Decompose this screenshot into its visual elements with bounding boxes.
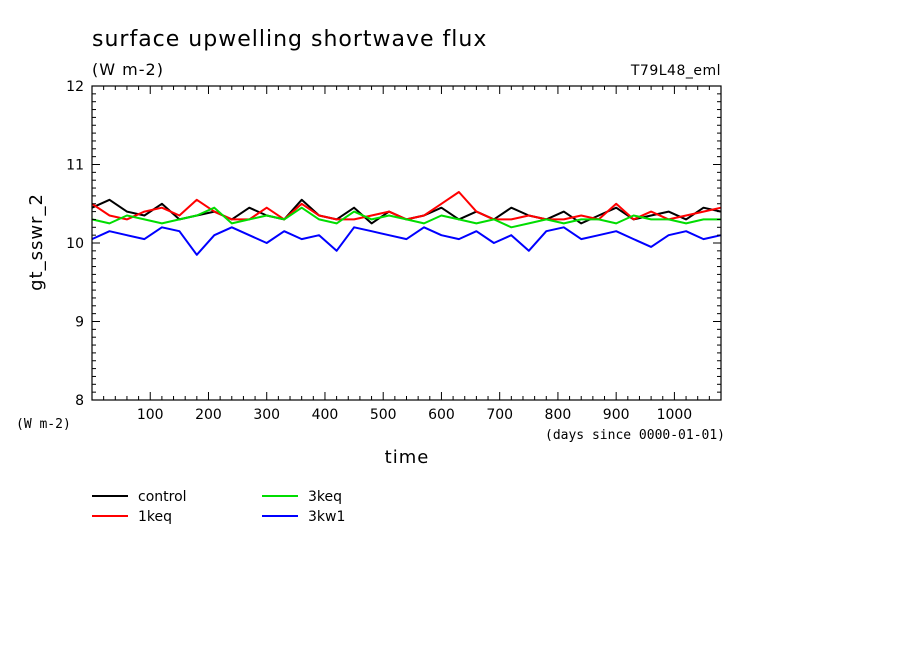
series-line-3kw1	[91, 226, 722, 256]
x-tick-label: 700	[486, 407, 513, 423]
x-tick-label: 900	[603, 407, 630, 423]
tick-labels: 100 200 300 400 500 600 700 800 900 1000 8 9 10 11 12	[66, 79, 692, 423]
chart-subtitle: (W m-2)	[92, 60, 164, 79]
legend-item-control: control	[92, 489, 187, 505]
x-tick-label: 100	[137, 407, 164, 423]
y-tick-label: 9	[75, 315, 84, 331]
x-axis-label: time	[385, 447, 430, 468]
legend-item-1keq: 1keq	[92, 509, 172, 525]
legend-item-3keq: 3keq	[262, 489, 342, 505]
x-axis-unit: (days since 0000-01-01)	[545, 428, 725, 443]
plot-frame	[91, 85, 722, 401]
x-tick-label: 1000	[657, 407, 693, 423]
legend-label: control	[138, 489, 187, 505]
x-tick-label: 800	[545, 407, 572, 423]
legend-label: 1keq	[138, 509, 172, 525]
axes	[91, 85, 722, 401]
y-axis-unit: (W m-2)	[16, 417, 71, 432]
chart-title: surface upwelling shortwave flux	[92, 27, 487, 52]
legend-item-3kw1: 3kw1	[262, 509, 345, 525]
y-tick-label: 12	[66, 79, 84, 95]
y-tick-label: 10	[66, 236, 84, 252]
x-tick-label: 600	[428, 407, 455, 423]
series-lines	[91, 191, 722, 256]
y-axis-label: gt_sswr_2	[26, 193, 47, 291]
x-tick-label: 300	[253, 407, 280, 423]
series-line-3keq	[91, 206, 721, 229]
x-tick-label: 500	[370, 407, 397, 423]
y-tick-label: 11	[66, 158, 84, 174]
legend-label: 3keq	[308, 489, 342, 505]
x-tick-label: 200	[195, 407, 222, 423]
x-tick-label: 400	[312, 407, 339, 423]
y-tick-label: 8	[75, 393, 84, 409]
legend: control 1keq 3keq 3kw1	[92, 489, 345, 525]
run-label: T79L48_eml	[630, 63, 721, 79]
legend-label: 3kw1	[308, 509, 345, 525]
